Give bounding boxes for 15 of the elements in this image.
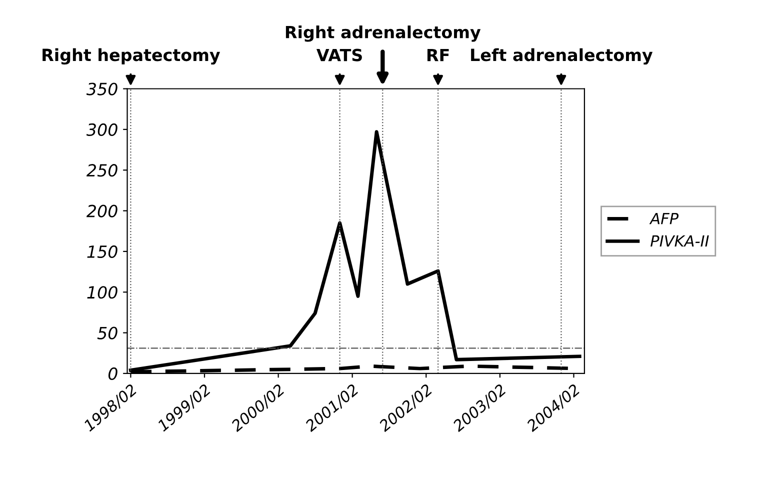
- ref-line-label: Left adrenalectomy: [471, 48, 653, 65]
- y-tick-label: 50: [97, 326, 118, 340]
- ref-line-label: VATS: [316, 48, 362, 62]
- ref-line-label: Right adrenalectomy: [286, 26, 481, 42]
- y-tick-label: 0: [108, 367, 118, 380]
- legend-label: PIVKA-II: [650, 235, 709, 247]
- legend-label: AFP: [649, 212, 679, 224]
- y-tick-label: 150: [87, 245, 118, 258]
- y-tick-label: 300: [86, 123, 118, 136]
- y-tick-label: 100: [87, 286, 118, 299]
- y-tick-label: 250: [86, 164, 118, 177]
- y-tick-label: 200: [86, 204, 118, 218]
- y-tick-label: 350: [86, 82, 118, 96]
- ref-line-label: Right hepatectomy: [42, 48, 220, 65]
- ref-line-label: RF: [427, 48, 449, 62]
